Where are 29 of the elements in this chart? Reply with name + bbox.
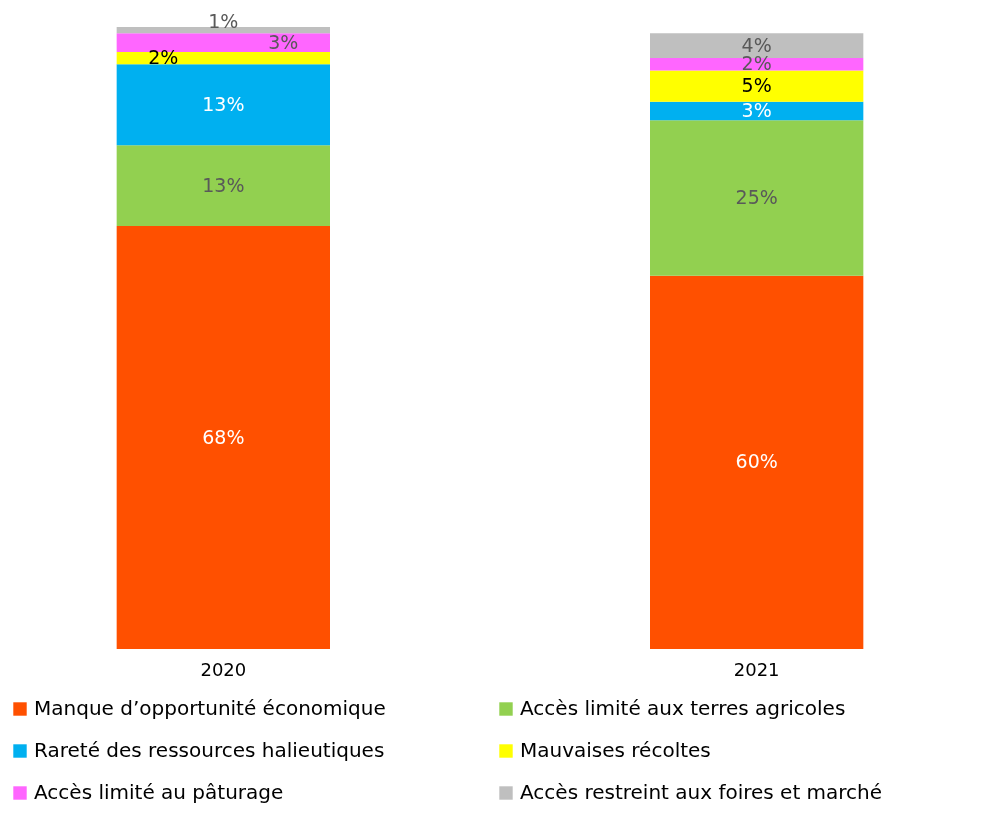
- data-label: 13%: [202, 92, 245, 115]
- bar: [650, 275, 864, 649]
- data-label: 2%: [148, 46, 179, 69]
- bar: [650, 120, 864, 276]
- data-label: 5%: [741, 74, 772, 97]
- data-label: 3%: [741, 98, 772, 121]
- bar: [116, 27, 330, 34]
- bar: [650, 101, 864, 121]
- x-tick-label: 2021: [733, 658, 780, 680]
- x-tick-label: 2020: [200, 658, 247, 680]
- data-label: 68%: [202, 425, 245, 448]
- bar: [650, 58, 864, 71]
- data-label: 3%: [268, 30, 299, 53]
- data-label: 25%: [735, 186, 778, 209]
- legend-label: Accès limité aux terres agricoles: [520, 696, 846, 720]
- data-label: 60%: [735, 450, 778, 473]
- bar: [116, 33, 330, 52]
- data-label: 1%: [208, 10, 239, 33]
- bar: [116, 145, 330, 227]
- legend-label: Mauvaises récoltes: [520, 738, 711, 762]
- bar: [650, 70, 864, 102]
- legend-label: Accès restreint aux foires et marché: [520, 780, 883, 804]
- legend-label: Accès limité au pâturage: [34, 780, 284, 804]
- data-label: 13%: [202, 173, 245, 196]
- bar: [116, 64, 330, 146]
- bar: [116, 226, 330, 649]
- legend-label: Manque d’opportunité économique: [34, 696, 386, 720]
- legend-label: Rareté des ressources halieutiques: [34, 738, 385, 762]
- bar: [116, 51, 330, 65]
